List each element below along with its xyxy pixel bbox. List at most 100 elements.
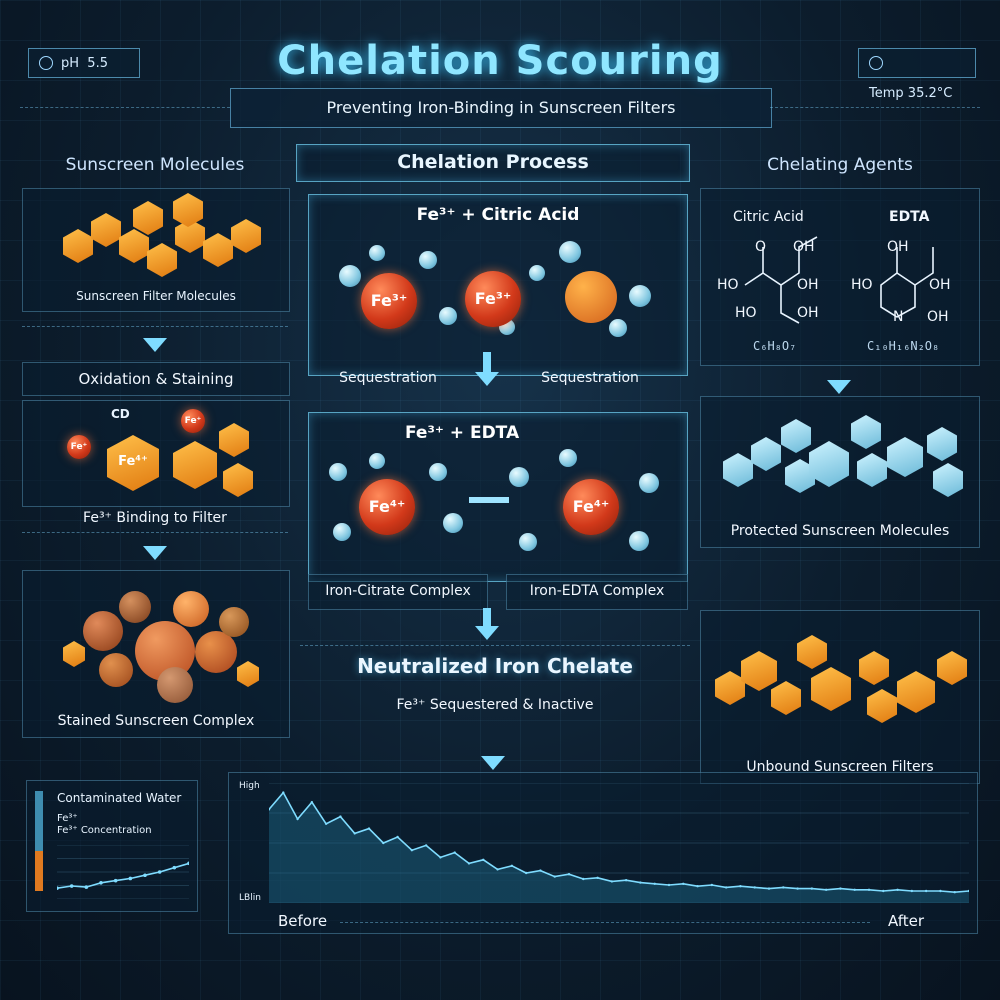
fe-ion: Fe³⁺ (465, 271, 521, 327)
ligand-bead (529, 265, 545, 281)
data-point (824, 888, 828, 891)
molecule-hex (63, 641, 85, 667)
ligand-bead (339, 265, 361, 287)
chelation-process-heading: Chelation Process (397, 151, 589, 173)
fe-ion-small: Fe⁺ (181, 409, 205, 433)
data-point (410, 849, 414, 852)
edta-title: EDTA (889, 209, 930, 225)
contaminated-water-title: Contaminated Water (57, 791, 182, 805)
data-point (172, 865, 177, 870)
data-point (710, 883, 714, 887)
data-point (57, 886, 59, 890)
down-arrow-icon (475, 626, 499, 640)
ligand-bead (329, 463, 347, 481)
ligand-bead (369, 453, 385, 469)
iron-citrate-label: Iron-Citrate Complex (325, 583, 471, 599)
molecule-hex (715, 671, 745, 705)
concentration-chart-panel: High LBlin (228, 772, 978, 934)
data-point (128, 876, 133, 881)
data-point (624, 879, 628, 882)
temp-label: Temp (869, 86, 904, 101)
molecule-hex (859, 651, 889, 685)
data-point (796, 887, 799, 890)
molecule-hex (231, 219, 261, 253)
data-point (269, 808, 271, 811)
water-sub-1: Fe³⁺ (57, 813, 78, 824)
edta-formula: C₁₀H₁₆N₂O₈ (867, 339, 940, 353)
ligand-bead (629, 531, 649, 551)
ligand-bead (629, 285, 651, 307)
molecule-hex (173, 441, 217, 489)
data-point (924, 889, 928, 893)
data-point (967, 889, 969, 893)
atom-label: HO (717, 277, 739, 293)
atom-label: OH (797, 305, 819, 321)
data-point (482, 858, 485, 861)
before-label: Before (278, 912, 328, 930)
arrow-stem (483, 608, 491, 626)
molecule-hex (223, 463, 253, 497)
molecule-hex (723, 453, 753, 487)
molecule-hex (927, 427, 957, 461)
data-point (653, 882, 656, 885)
ph-value: 5.5 (87, 56, 108, 71)
chelation-heading-bar: Chelation Process (296, 144, 690, 182)
data-point (524, 871, 528, 875)
molecule-hex (887, 437, 923, 477)
data-point (553, 875, 556, 878)
down-arrow-icon (143, 338, 167, 352)
ligand-bead (559, 449, 577, 467)
chelating-agents-heading: Chelating Agents (767, 155, 913, 175)
down-arrow-icon (481, 756, 505, 770)
stained-particle (83, 611, 123, 651)
data-point (310, 801, 314, 804)
data-point (767, 887, 771, 890)
atom-label: HO (735, 305, 757, 321)
contaminated-water-panel: Contaminated Water Fe³⁺ Fe³⁺ Concentrati… (26, 780, 198, 912)
data-point (282, 791, 285, 794)
sunscreen-molecules-panel: Sunscreen Filter Molecules (22, 188, 290, 312)
fe-ion: Fe⁴⁺ (359, 479, 415, 535)
stained-particle (119, 591, 151, 623)
data-point (839, 887, 842, 890)
after-label: After (888, 912, 925, 930)
ligand-bead (519, 533, 537, 551)
data-point (324, 822, 328, 825)
molecule-hex (119, 229, 149, 263)
data-point (69, 884, 74, 888)
fe-center-label: Fe⁴⁺ (118, 454, 148, 469)
ligand-bead (609, 319, 627, 337)
data-point (84, 885, 89, 889)
equilibrium-arrow-icon (469, 497, 509, 503)
ph-badge: pH 5.5 (28, 48, 140, 78)
ligand-bead (443, 513, 463, 533)
data-point (439, 856, 442, 859)
molecule-hex (867, 689, 897, 723)
sunscreen-filter-label: Sunscreen Filter Molecules (76, 289, 236, 303)
molecule-hex (781, 419, 811, 453)
ligand-bead (333, 523, 351, 541)
stained-complex-label: Stained Sunscreen Complex (57, 713, 255, 729)
ligand-bead (509, 467, 529, 487)
data-point (639, 881, 642, 884)
molecule-hex (933, 463, 963, 497)
molecule-hex (937, 651, 967, 685)
mini-concentration-chart (57, 845, 189, 899)
stained-particle (173, 591, 209, 627)
data-point (667, 883, 671, 887)
data-point (753, 886, 756, 889)
stained-particle (219, 607, 249, 637)
ligand-bead (419, 251, 437, 269)
data-point (696, 885, 699, 888)
data-point (187, 861, 189, 866)
molecule-hex (147, 243, 177, 277)
down-arrow-icon (475, 372, 499, 386)
citric-reaction-panel: Fe³⁺ + Citric Acid Fe³⁺ Fe³⁺ (308, 194, 688, 376)
molecule-hex (797, 635, 827, 669)
neutralized-title: Neutralized Iron Chelate (357, 654, 633, 678)
ligand-bead (369, 245, 385, 261)
ligand-bead (439, 307, 457, 325)
atom-label: OH (797, 277, 819, 293)
data-point (296, 817, 299, 821)
data-point (853, 888, 856, 891)
